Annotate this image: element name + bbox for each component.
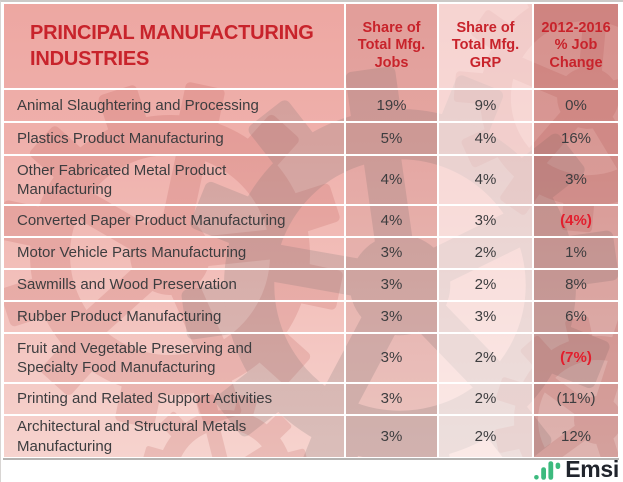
job-change-cell: (4%) <box>533 205 619 237</box>
job-change-cell: 16% <box>533 122 619 155</box>
column-header-jobs-share: Share of Total Mfg. Jobs <box>345 3 438 89</box>
grp-share-cell: 3% <box>438 205 533 237</box>
industry-cell: Motor Vehicle Parts Manufacturing <box>3 237 345 269</box>
grp-share-cell: 2% <box>438 415 533 458</box>
job-change-cell: 0% <box>533 89 619 122</box>
jobs-share-cell: 3% <box>345 237 438 269</box>
job-change-cell: (7%) <box>533 333 619 383</box>
jobs-share-cell: 19% <box>345 89 438 122</box>
emsi-logo-text: Emsi <box>565 456 619 482</box>
grp-share-cell: 4% <box>438 122 533 155</box>
jobs-share-cell: 4% <box>345 155 438 205</box>
grp-share-cell: 2% <box>438 333 533 383</box>
table-title: PRINCIPAL MANUFACTURING INDUSTRIES <box>3 3 345 89</box>
jobs-share-cell: 3% <box>345 333 438 383</box>
principal-industries-table: PRINCIPAL MANUFACTURING INDUSTRIES Share… <box>3 3 619 460</box>
job-change-cell: 12% <box>533 415 619 458</box>
jobs-share-cell: 3% <box>345 383 438 415</box>
industry-cell: Fruit and Vegetable Preserving and Speci… <box>3 333 345 383</box>
jobs-share-cell: 3% <box>345 269 438 301</box>
jobs-share-cell: 3% <box>345 301 438 333</box>
column-header-grp-share: Share of Total Mfg. GRP <box>438 3 533 89</box>
industry-cell: Plastics Product Manufacturing <box>3 122 345 155</box>
grp-share-cell: 2% <box>438 383 533 415</box>
industry-cell: Printing and Related Support Activities <box>3 383 345 415</box>
industry-cell: Other Fabricated Metal Product Manufactu… <box>3 155 345 205</box>
table-grid: PRINCIPAL MANUFACTURING INDUSTRIES Share… <box>3 3 619 458</box>
job-change-cell: 1% <box>533 237 619 269</box>
bar-chart-icon <box>534 461 561 480</box>
jobs-share-cell: 5% <box>345 122 438 155</box>
grp-share-cell: 4% <box>438 155 533 205</box>
jobs-share-cell: 4% <box>345 205 438 237</box>
industry-cell: Converted Paper Product Manufacturing <box>3 205 345 237</box>
industry-cell: Rubber Product Manufacturing <box>3 301 345 333</box>
job-change-cell: 6% <box>533 301 619 333</box>
footer: Emsi <box>534 456 619 482</box>
grp-share-cell: 3% <box>438 301 533 333</box>
grp-share-cell: 9% <box>438 89 533 122</box>
industry-cell: Sawmills and Wood Preservation <box>3 269 345 301</box>
job-change-cell: 8% <box>533 269 619 301</box>
column-header-job-change: 2012-2016 % Job Change <box>533 3 619 89</box>
industry-cell: Architectural and Structural Metals Manu… <box>3 415 345 458</box>
industry-cell: Animal Slaughtering and Processing <box>3 89 345 122</box>
grp-share-cell: 2% <box>438 237 533 269</box>
job-change-cell: 3% <box>533 155 619 205</box>
grp-share-cell: 2% <box>438 269 533 301</box>
jobs-share-cell: 3% <box>345 415 438 458</box>
emsi-logo: Emsi <box>534 456 619 482</box>
job-change-cell: (11%) <box>533 383 619 415</box>
